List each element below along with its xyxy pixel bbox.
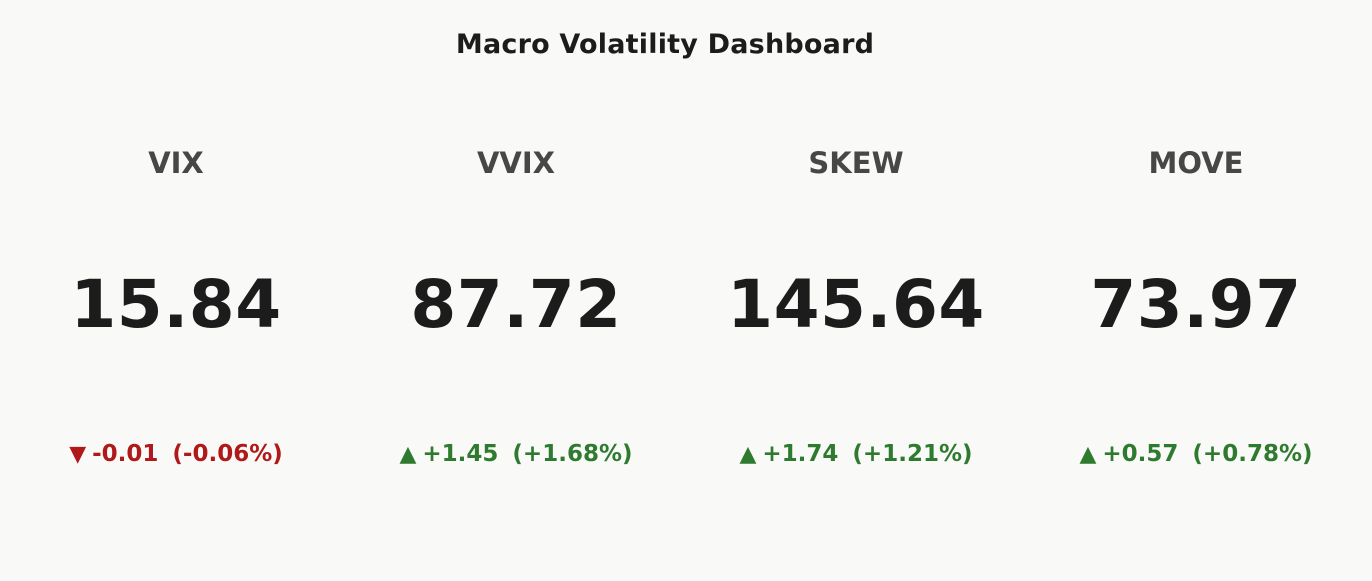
metric-change: ▲ +0.57 (+0.78%): [1026, 441, 1366, 467]
metric-card-vix: VIX 15.84 ▼ -0.01 (-0.06%): [6, 0, 346, 581]
change-amount: +0.57: [1102, 441, 1179, 467]
dashboard-title: Macro Volatility Dashboard: [455, 29, 875, 60]
change-amount: -0.01: [92, 441, 159, 467]
metric-value: 15.84: [70, 266, 282, 343]
change-percent: (+0.78%): [1192, 441, 1313, 467]
metric-change: ▲ +1.74 (+1.21%): [686, 441, 1026, 467]
metric-ticker: VVIX: [476, 146, 556, 180]
change-percent: (-0.06%): [172, 441, 283, 467]
change-percent: (+1.68%): [512, 441, 633, 467]
metric-card-vvix: VVIX 87.72 ▲ +1.45 (+1.68%): [346, 0, 686, 581]
metric-change: ▲ +1.45 (+1.68%): [346, 441, 686, 467]
metric-card-skew: SKEW 145.64 ▲ +1.74 (+1.21%): [686, 0, 1026, 581]
metric-ticker: SKEW: [808, 146, 904, 180]
metric-ticker: MOVE: [1148, 146, 1244, 180]
metric-value: 145.64: [727, 266, 985, 343]
triangle-down-icon: ▼: [69, 442, 87, 467]
triangle-up-icon: ▲: [399, 442, 417, 467]
metric-change: ▼ -0.01 (-0.06%): [6, 441, 346, 467]
triangle-up-icon: ▲: [1079, 442, 1097, 467]
metric-ticker: VIX: [148, 146, 204, 180]
metric-value: 73.97: [1090, 266, 1302, 343]
change-percent: (+1.21%): [852, 441, 973, 467]
metric-card-move: MOVE 73.97 ▲ +0.57 (+0.78%): [1026, 0, 1366, 581]
triangle-up-icon: ▲: [739, 442, 757, 467]
change-amount: +1.45: [422, 441, 499, 467]
change-amount: +1.74: [762, 441, 839, 467]
metric-value: 87.72: [410, 266, 622, 343]
